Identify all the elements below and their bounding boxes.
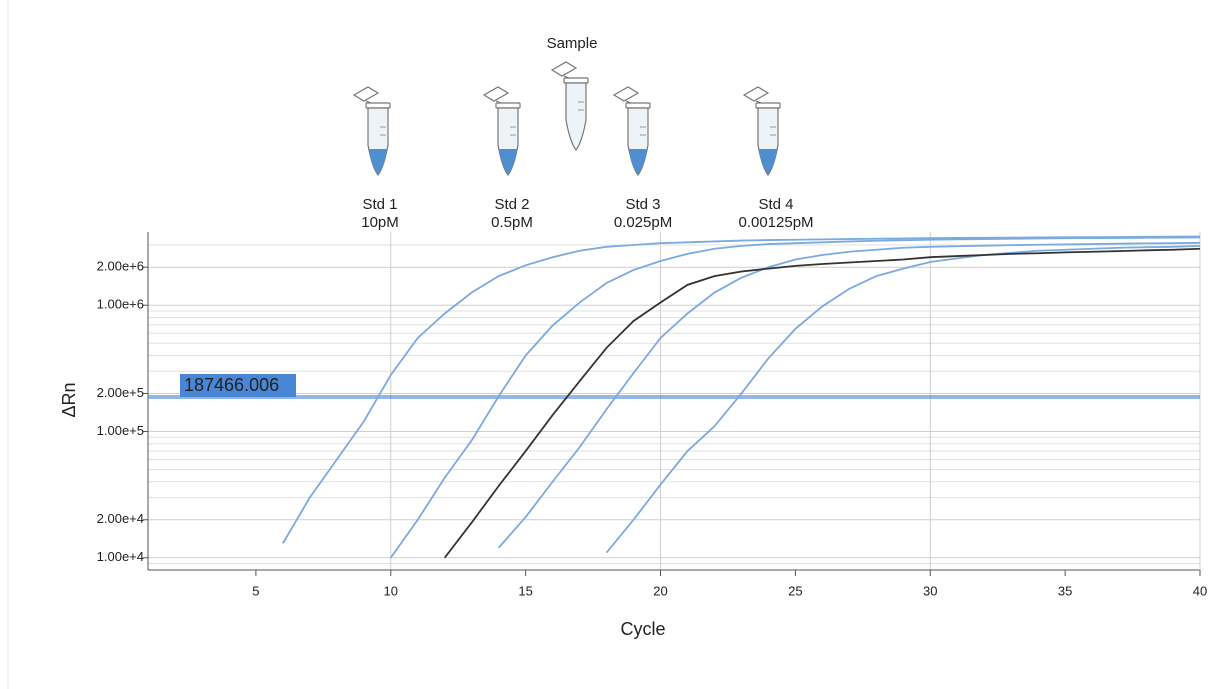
series-line bbox=[282, 235, 1200, 544]
y-tick-label: 2.00e+4 bbox=[97, 511, 144, 526]
x-tick-label: 40 bbox=[1193, 583, 1207, 598]
x-axis-label: Cycle bbox=[620, 619, 665, 639]
sample-tube bbox=[550, 61, 589, 152]
tube-rim bbox=[365, 102, 391, 109]
tube-rim bbox=[495, 102, 521, 109]
series-line bbox=[390, 236, 1200, 559]
y-tick-label: 2.00e+6 bbox=[97, 259, 144, 274]
tube-concentration: 10pM bbox=[361, 214, 399, 231]
tube bbox=[352, 86, 391, 177]
tube bbox=[742, 86, 781, 177]
y-tick-label: 1.00e+4 bbox=[97, 549, 144, 564]
x-tick-label: 20 bbox=[653, 583, 667, 598]
y-tick-label: 1.00e+5 bbox=[97, 423, 144, 438]
y-tick-label: 1.00e+6 bbox=[97, 297, 144, 312]
tube-liquid bbox=[758, 149, 778, 174]
tube-lid bbox=[742, 86, 770, 106]
tube-label: Std 2 bbox=[494, 196, 529, 213]
tube-label: Std 3 bbox=[625, 196, 660, 213]
x-tick-label: 10 bbox=[384, 583, 398, 598]
y-tick-label: 2.00e+5 bbox=[97, 385, 144, 400]
tube-label: Std 4 bbox=[758, 196, 793, 213]
tube-rim bbox=[625, 102, 651, 109]
tube-concentration: 0.00125pM bbox=[738, 214, 813, 231]
tube-lid bbox=[352, 86, 380, 106]
x-tick-label: 25 bbox=[788, 583, 802, 598]
threshold-label: 187466.006 bbox=[184, 375, 279, 395]
tube-concentration: 0.5pM bbox=[491, 214, 533, 231]
x-tick-label: 35 bbox=[1058, 583, 1072, 598]
tube-rim bbox=[563, 77, 589, 84]
x-tick-label: 5 bbox=[252, 583, 259, 598]
tube-rim bbox=[755, 102, 781, 109]
tube-lid bbox=[550, 61, 578, 81]
tube-label: Std 1 bbox=[362, 196, 397, 213]
sample-label: Sample bbox=[547, 35, 598, 52]
tube-lid bbox=[482, 86, 510, 106]
series-line bbox=[444, 247, 1200, 559]
y-axis-label: ΔRn bbox=[59, 382, 79, 417]
tube-body bbox=[565, 82, 587, 152]
tube-liquid bbox=[628, 149, 648, 174]
x-tick-label: 30 bbox=[923, 583, 937, 598]
tube-liquid bbox=[498, 149, 518, 174]
x-tick-label: 15 bbox=[518, 583, 532, 598]
series-line bbox=[497, 241, 1200, 549]
tube bbox=[612, 86, 651, 177]
tube bbox=[482, 86, 521, 177]
tube-lid bbox=[612, 86, 640, 106]
series-line bbox=[605, 244, 1200, 554]
tube-liquid bbox=[368, 149, 388, 174]
threshold-label-box bbox=[180, 374, 296, 398]
tube-concentration: 0.025pM bbox=[614, 214, 672, 231]
